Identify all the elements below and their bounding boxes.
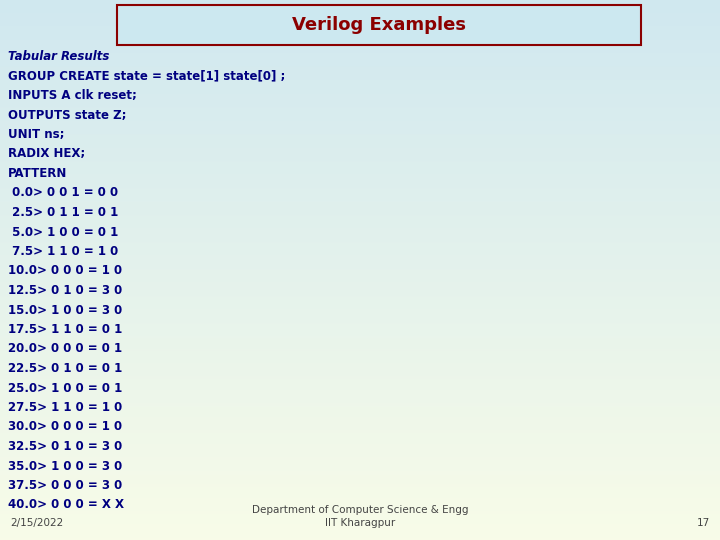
Text: RADIX HEX;: RADIX HEX;	[8, 147, 85, 160]
Text: 20.0> 0 0 0 = 0 1: 20.0> 0 0 0 = 0 1	[8, 342, 122, 355]
Text: 40.0> 0 0 0 = X X: 40.0> 0 0 0 = X X	[8, 498, 124, 511]
FancyBboxPatch shape	[117, 5, 641, 45]
Text: Tabular Results: Tabular Results	[8, 50, 109, 63]
Text: 10.0> 0 0 0 = 1 0: 10.0> 0 0 0 = 1 0	[8, 265, 122, 278]
Text: 15.0> 1 0 0 = 3 0: 15.0> 1 0 0 = 3 0	[8, 303, 122, 316]
Text: INPUTS A clk reset;: INPUTS A clk reset;	[8, 89, 137, 102]
Text: PATTERN: PATTERN	[8, 167, 68, 180]
Text: GROUP CREATE state = state[1] state[0] ;: GROUP CREATE state = state[1] state[0] ;	[8, 70, 285, 83]
Text: 30.0> 0 0 0 = 1 0: 30.0> 0 0 0 = 1 0	[8, 421, 122, 434]
Text: 17.5> 1 1 0 = 0 1: 17.5> 1 1 0 = 0 1	[8, 323, 122, 336]
Text: 37.5> 0 0 0 = 3 0: 37.5> 0 0 0 = 3 0	[8, 479, 122, 492]
Text: Verilog Examples: Verilog Examples	[292, 16, 466, 34]
Text: UNIT ns;: UNIT ns;	[8, 128, 65, 141]
Text: 32.5> 0 1 0 = 3 0: 32.5> 0 1 0 = 3 0	[8, 440, 122, 453]
Text: 2/15/2022: 2/15/2022	[10, 518, 63, 528]
Text: 25.0> 1 0 0 = 0 1: 25.0> 1 0 0 = 0 1	[8, 381, 122, 395]
Text: 27.5> 1 1 0 = 1 0: 27.5> 1 1 0 = 1 0	[8, 401, 122, 414]
Text: 35.0> 1 0 0 = 3 0: 35.0> 1 0 0 = 3 0	[8, 460, 122, 472]
Text: 5.0> 1 0 0 = 0 1: 5.0> 1 0 0 = 0 1	[8, 226, 118, 239]
Text: Department of Computer Science & Engg
IIT Kharagpur: Department of Computer Science & Engg II…	[252, 505, 468, 528]
Text: 7.5> 1 1 0 = 1 0: 7.5> 1 1 0 = 1 0	[8, 245, 118, 258]
Text: 0.0> 0 0 1 = 0 0: 0.0> 0 0 1 = 0 0	[8, 186, 118, 199]
Text: 2.5> 0 1 1 = 0 1: 2.5> 0 1 1 = 0 1	[8, 206, 118, 219]
Text: OUTPUTS state Z;: OUTPUTS state Z;	[8, 109, 127, 122]
Text: 12.5> 0 1 0 = 3 0: 12.5> 0 1 0 = 3 0	[8, 284, 122, 297]
Text: 17: 17	[697, 518, 710, 528]
Text: 22.5> 0 1 0 = 0 1: 22.5> 0 1 0 = 0 1	[8, 362, 122, 375]
